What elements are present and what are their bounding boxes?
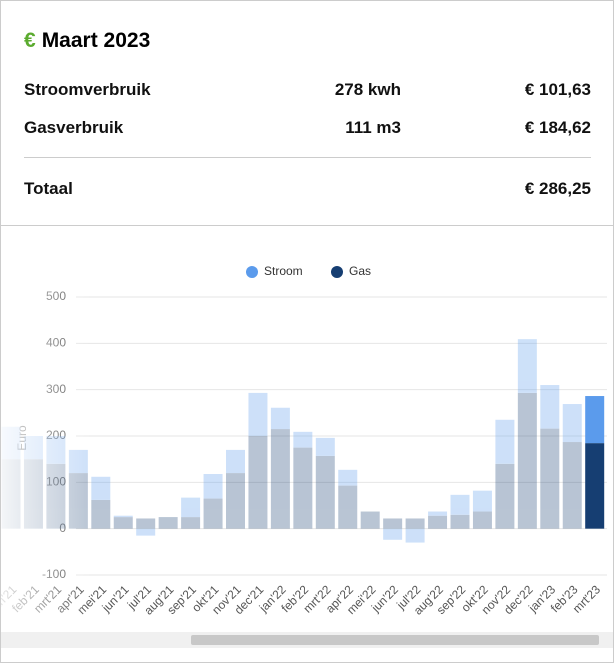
header: € Maart 2023 [24,29,150,53]
scroll-thumb[interactable] [191,635,599,645]
bar [315,455,335,529]
bar [472,511,492,529]
bar [338,485,358,529]
bar-group [360,511,380,529]
label: Totaal [24,179,73,198]
bar [540,428,560,529]
bar-group [315,437,335,529]
bar-group [158,517,178,529]
bar [562,442,582,529]
bar [158,517,178,529]
bar-group [428,511,448,529]
scroll-fade [1,286,91,631]
bar [338,469,358,486]
bar-group [203,473,223,529]
usage: 111 m3 [345,118,401,137]
bar [383,518,403,529]
label: Gasverbruik [24,118,124,137]
bar [428,515,448,529]
bar-group [181,497,201,529]
legend-label: Gas [349,264,371,278]
bar [181,497,201,518]
bar [450,514,470,529]
bar-group [91,476,111,529]
bar-group [540,385,560,529]
chart: -1000100200300400500EuroStroomGasjan'21f… [1,264,607,631]
bar [428,511,448,516]
bar [91,499,111,529]
usage: 278 kwh [334,80,401,99]
bar [226,473,245,529]
bar [540,385,560,429]
bar [181,517,201,529]
cost: € 101,63 [524,80,591,99]
cost: € 286,25 [524,179,591,198]
currency-icon: € [24,29,36,52]
bar [585,396,605,444]
divider [24,157,591,158]
bar [136,518,156,529]
bar-group [450,494,470,529]
bar [495,463,515,529]
label: Stroomverbruik [24,80,151,99]
bar-group [383,518,403,540]
bar-group [585,396,605,529]
bar [405,518,425,529]
bar [91,476,111,500]
bar-group [136,518,156,536]
bar [293,447,313,529]
bar [517,339,537,393]
bar [383,528,403,540]
divider [1,225,613,226]
bar [517,392,537,529]
bar [562,404,582,443]
title: Maart 2023 [41,29,151,52]
bar [472,490,492,512]
bar-group [248,392,268,529]
legend-marker [331,266,343,278]
bar [360,511,380,529]
bar [203,473,223,499]
legend-label: Stroom [264,264,303,278]
bar [405,528,425,543]
bar-group [338,469,358,529]
bar [585,443,605,529]
bar [113,517,133,529]
bar [226,449,245,474]
bar [270,429,290,529]
bar-group [405,518,425,543]
bar [270,407,290,430]
bar-group [562,404,582,529]
bar-group [113,515,133,529]
bar [315,437,335,456]
bar [495,419,515,464]
bar [203,498,223,529]
cost: € 184,62 [524,118,591,137]
bar [113,515,133,518]
bar [248,392,268,436]
legend-marker [246,266,258,278]
bar-group [472,490,492,529]
bar [248,436,268,529]
scrollbar[interactable] [1,632,613,648]
bar [136,528,156,536]
bar-group [495,419,515,529]
bar [450,494,470,515]
bar-group [293,431,313,529]
bar-group [226,449,245,529]
bar-group [517,339,537,529]
bar-group [270,407,290,529]
bar [293,431,313,448]
